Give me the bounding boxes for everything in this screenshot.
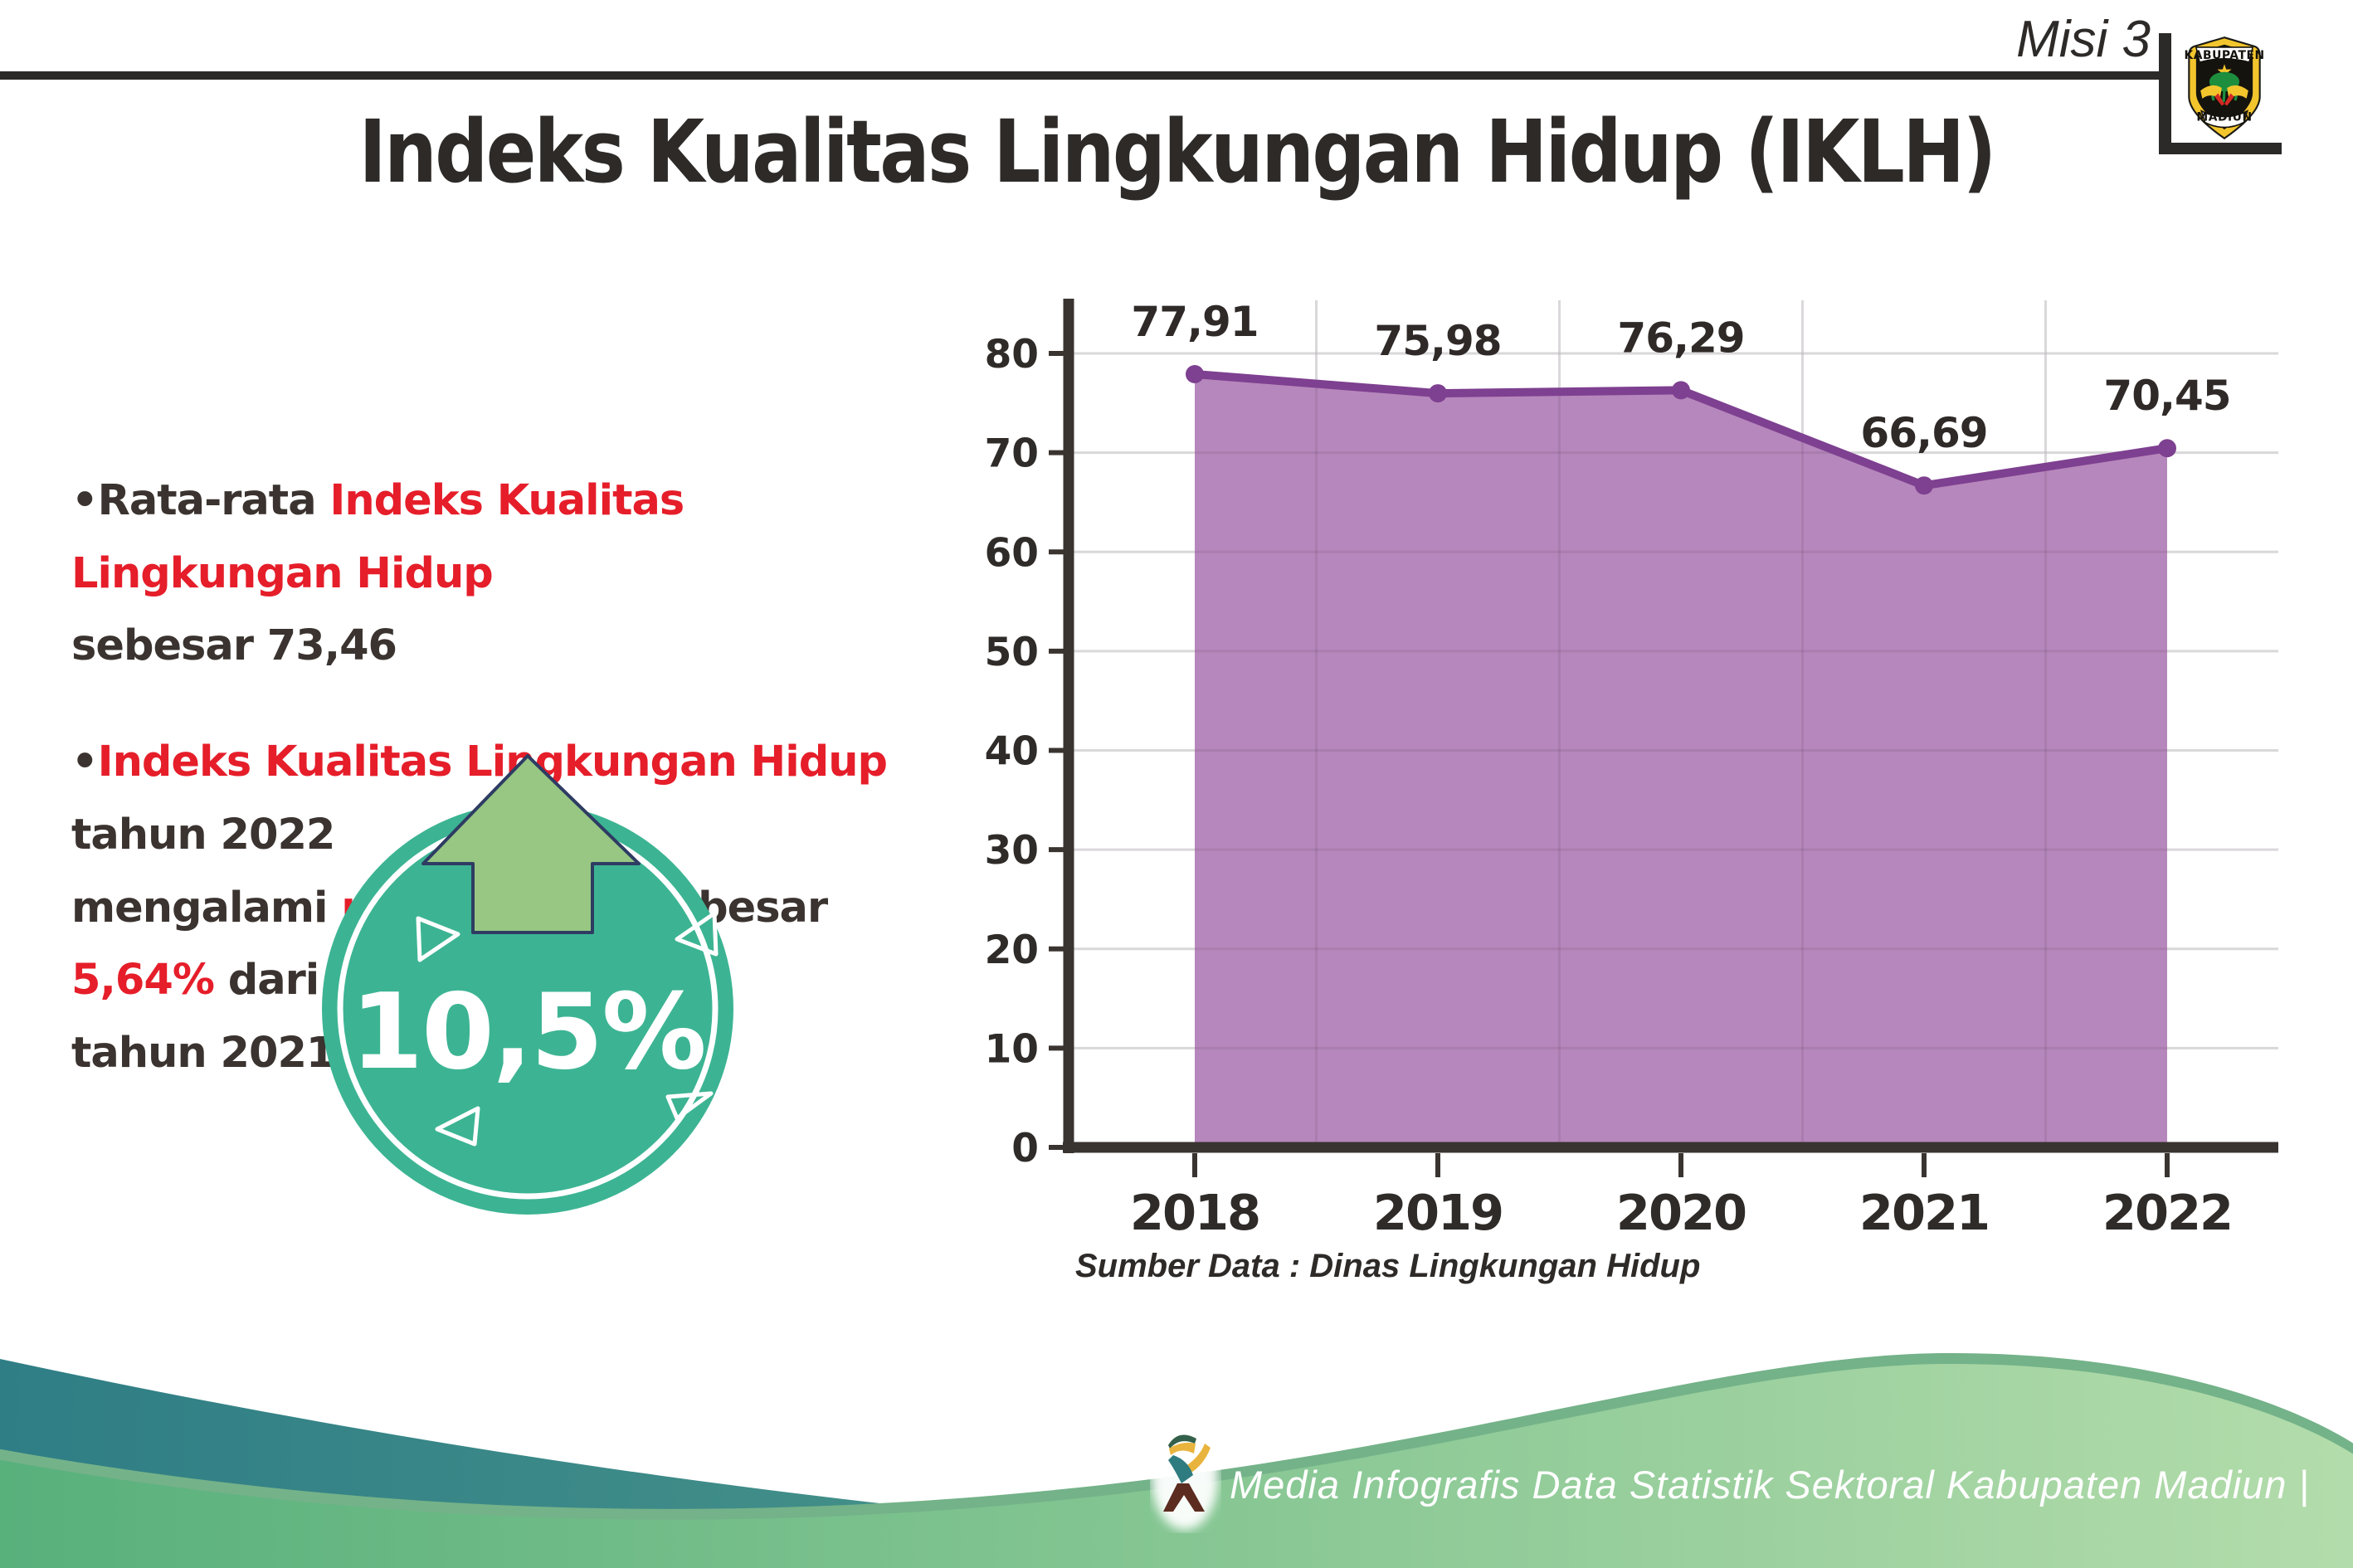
logo-bottom-banner — [2200, 110, 2249, 129]
y-tick-label: 0 — [1011, 1126, 1039, 1171]
page-title: Indeks Kualitas Lingkungan Hidup (IKLH) — [358, 101, 1996, 202]
logo-bracket-horizontal — [2159, 143, 2282, 154]
badge-sparkle-triangles — [416, 911, 719, 1147]
y-tick-label: 20 — [985, 928, 1039, 973]
x-tick-label: 2019 — [1373, 1184, 1503, 1241]
mascot-sash — [1168, 1455, 1193, 1483]
logo-top-text: KABUPATEN — [2184, 49, 2264, 62]
data-point-label: 66,69 — [1860, 409, 1987, 457]
mascot-icon — [1152, 1427, 1218, 1530]
mascot-cap — [1168, 1434, 1196, 1449]
y-tick-label: 50 — [985, 630, 1039, 675]
data-point-label: 70,45 — [2103, 372, 2230, 420]
data-point-label: 75,98 — [1374, 317, 1501, 365]
header-rule — [0, 71, 2167, 80]
arrow-up-icon — [421, 754, 641, 934]
mascot-face — [1169, 1442, 1196, 1455]
y-tick-label: 40 — [985, 729, 1039, 775]
bullet-1: •Rata-rata Indeks Kualitas Lingkungan Hi… — [71, 476, 684, 671]
data-point-dot — [1186, 365, 1204, 384]
data-point-dot — [1672, 381, 1690, 400]
data-point-label: 77,91 — [1131, 298, 1258, 346]
logo-bottom-text: MADIUN — [2196, 110, 2252, 124]
logo-ribbon-right — [2224, 93, 2234, 106]
x-tick-label: 2021 — [1859, 1184, 1989, 1241]
data-point-dot — [2158, 439, 2176, 458]
y-tick-label: 10 — [985, 1026, 1039, 1072]
y-tick-label: 70 — [985, 431, 1039, 477]
iklh-area-chart: 0 10 20 30 40 50 60 70 80 2018 2019 2020 2021 2022 77,… — [985, 298, 2278, 1241]
y-tick-label: 60 — [985, 530, 1039, 576]
data-point-label: 76,29 — [1617, 314, 1744, 362]
mascot-arm — [1185, 1444, 1211, 1473]
source-note: Sumber Data : Dinas Lingkungan Hidup — [1075, 1248, 1701, 1284]
badge-value: 10,5% — [350, 971, 704, 1093]
kabupaten-madiun-logo-icon: KABUPATEN MADIUN — [2184, 37, 2264, 140]
y-tick-label: 30 — [985, 828, 1039, 874]
data-point-dot — [1429, 384, 1447, 403]
logo-star-icon — [2217, 64, 2232, 79]
chart-area — [1195, 374, 2167, 1148]
data-point-dot — [1915, 476, 1933, 495]
logo-ribbon-left — [2214, 93, 2224, 106]
misi-label: Misi 3 — [2016, 11, 2151, 68]
increase-badge: 10,5% — [322, 754, 733, 1215]
mascot-legs — [1163, 1483, 1205, 1512]
x-tick-label: 2022 — [2102, 1184, 2232, 1241]
x-tick-label: 2020 — [1616, 1184, 1746, 1241]
wave-green — [0, 1363, 2353, 1568]
y-tick-label: 80 — [985, 332, 1039, 377]
badge-circle — [322, 803, 733, 1215]
footer-waves — [0, 1352, 2353, 1568]
footer-caption: Media Infografis Data Statistik Sektoral… — [1230, 1463, 2310, 1507]
logo-top-banner — [2195, 46, 2254, 64]
logo-bracket-vertical — [2159, 33, 2171, 154]
x-tick-label: 2018 — [1130, 1184, 1259, 1241]
